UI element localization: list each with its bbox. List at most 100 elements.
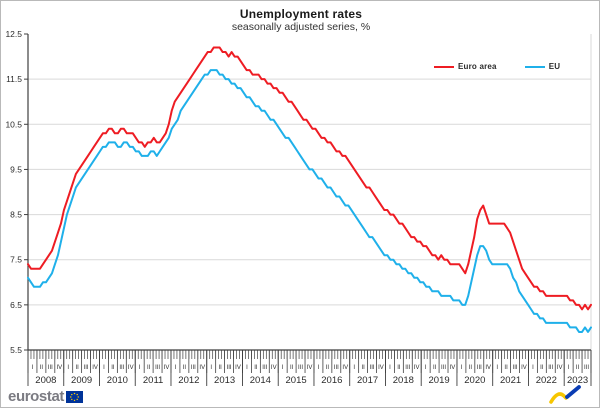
series-line-eu xyxy=(27,69,592,333)
svg-text:I: I xyxy=(318,365,320,371)
svg-text:II: II xyxy=(183,365,187,371)
line-chart-icon xyxy=(549,385,581,404)
y-axis: 5.5 6.5 7.5 8.5 9.5 10.5 11.5 12.5 xyxy=(5,29,29,355)
svg-text:II: II xyxy=(147,365,151,371)
svg-text:I: I xyxy=(568,365,570,371)
svg-text:2009: 2009 xyxy=(71,375,92,386)
svg-text:I: I xyxy=(103,365,105,371)
chart-subtitle: seasonally adjusted series, % xyxy=(231,21,371,33)
svg-text:I: I xyxy=(461,365,463,371)
svg-text:IV: IV xyxy=(485,365,491,371)
svg-text:II: II xyxy=(218,365,222,371)
svg-text:II: II xyxy=(254,365,258,371)
svg-text:II: II xyxy=(469,365,473,371)
svg-text:I: I xyxy=(425,365,427,371)
legend-label-eu: EU xyxy=(548,62,561,71)
svg-text:IV: IV xyxy=(164,365,170,371)
svg-text:I: I xyxy=(532,365,534,371)
svg-text:IV: IV xyxy=(521,365,527,371)
svg-text:2011: 2011 xyxy=(143,375,163,386)
svg-text:2016: 2016 xyxy=(321,375,342,386)
quarter-labels: I II III IV I II III IV I II III IV I II III IV I II III IV… xyxy=(27,350,592,373)
legend-item-eu: EU xyxy=(524,62,561,71)
svg-text:I: I xyxy=(67,365,69,371)
svg-text:12.5: 12.5 xyxy=(5,29,22,39)
gridlines xyxy=(28,34,592,350)
svg-text:II: II xyxy=(504,365,508,371)
svg-text:9.5: 9.5 xyxy=(10,164,22,174)
svg-text:IV: IV xyxy=(307,365,313,371)
svg-text:II: II xyxy=(290,365,294,371)
legend-label-euro-area: Euro area xyxy=(458,62,497,71)
svg-text:IV: IV xyxy=(235,365,241,371)
euro-area-line-swatch xyxy=(434,65,454,68)
svg-text:2010: 2010 xyxy=(107,375,128,386)
svg-text:I: I xyxy=(246,365,248,371)
svg-text:II: II xyxy=(111,365,115,371)
svg-text:III: III xyxy=(477,365,482,371)
svg-text:III: III xyxy=(262,365,267,371)
svg-text:5.5: 5.5 xyxy=(10,345,22,355)
series-line-euro-area xyxy=(27,46,592,311)
svg-text:2019: 2019 xyxy=(429,375,450,386)
page-title: Unemployment rates xyxy=(239,7,363,21)
svg-text:IV: IV xyxy=(128,365,134,371)
svg-text:10.5: 10.5 xyxy=(5,119,22,129)
svg-text:II: II xyxy=(326,365,330,371)
svg-text:I: I xyxy=(139,365,141,371)
svg-text:2018: 2018 xyxy=(393,375,414,386)
svg-text:8.5: 8.5 xyxy=(10,210,22,220)
svg-text:III: III xyxy=(298,365,303,371)
svg-text:IV: IV xyxy=(414,365,420,371)
svg-text:I: I xyxy=(496,365,498,371)
svg-text:III: III xyxy=(405,365,410,371)
svg-text:2022: 2022 xyxy=(536,375,557,386)
eu-line-swatch xyxy=(524,65,545,68)
svg-text:IV: IV xyxy=(557,365,563,371)
svg-text:III: III xyxy=(548,365,553,371)
svg-text:I: I xyxy=(175,365,177,371)
svg-text:2020: 2020 xyxy=(464,375,485,386)
svg-text:I: I xyxy=(389,365,391,371)
svg-text:II: II xyxy=(397,365,401,371)
eurostat-wordmark: eurostat xyxy=(8,388,64,405)
svg-text:7.5: 7.5 xyxy=(10,255,22,265)
svg-text:II: II xyxy=(75,365,79,371)
svg-text:IV: IV xyxy=(271,365,277,371)
svg-text:III: III xyxy=(48,365,53,371)
svg-text:2008: 2008 xyxy=(35,375,56,386)
svg-text:2013: 2013 xyxy=(214,375,235,386)
legend: Euro area EU xyxy=(434,62,560,71)
svg-text:I: I xyxy=(353,365,355,371)
svg-text:I: I xyxy=(32,365,34,371)
svg-text:IV: IV xyxy=(56,365,62,371)
svg-text:2017: 2017 xyxy=(357,375,378,386)
svg-text:II: II xyxy=(361,365,365,371)
svg-text:6.5: 6.5 xyxy=(10,300,22,310)
x-axis xyxy=(27,349,592,359)
svg-text:IV: IV xyxy=(92,365,98,371)
svg-text:III: III xyxy=(370,365,375,371)
svg-text:III: III xyxy=(84,365,89,371)
svg-text:11.5: 11.5 xyxy=(6,74,22,84)
svg-text:2023: 2023 xyxy=(567,375,588,386)
svg-text:II: II xyxy=(540,365,544,371)
svg-text:2015: 2015 xyxy=(286,375,307,386)
eurostat-logo: eurostat xyxy=(8,388,83,405)
svg-text:III: III xyxy=(513,365,518,371)
svg-text:II: II xyxy=(40,365,44,371)
svg-text:IV: IV xyxy=(342,365,348,371)
eu-flag-icon xyxy=(65,390,83,403)
svg-text:2014: 2014 xyxy=(250,375,271,386)
svg-text:II: II xyxy=(433,365,437,371)
svg-text:2021: 2021 xyxy=(500,375,521,386)
svg-text:III: III xyxy=(155,365,160,371)
svg-text:IV: IV xyxy=(378,365,384,371)
svg-text:III: III xyxy=(334,365,339,371)
svg-text:I: I xyxy=(210,365,212,371)
svg-text:III: III xyxy=(441,365,446,371)
svg-text:III: III xyxy=(119,365,124,371)
svg-text:III: III xyxy=(191,365,196,371)
